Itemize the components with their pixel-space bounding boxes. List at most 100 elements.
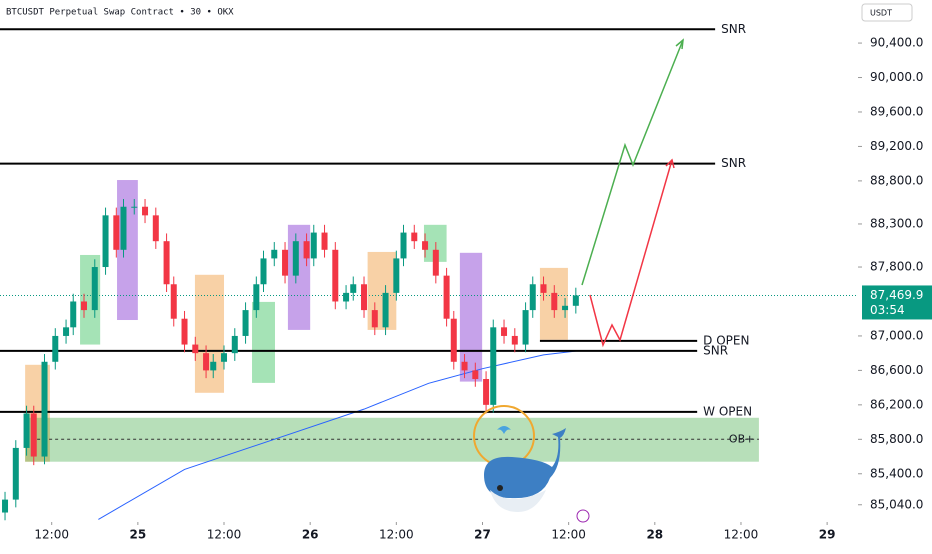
candle-body	[12, 447, 19, 500]
candle-body	[221, 353, 228, 362]
candle-body	[551, 292, 558, 311]
zone	[194, 274, 225, 393]
symbol-title: BTCUSDT Perpetual Swap Contract • 30 • O…	[6, 8, 234, 18]
candle-body	[203, 353, 210, 371]
y-tick-label: 85,400.0	[870, 466, 923, 480]
candle-body	[120, 206, 127, 250]
candle-body	[41, 361, 48, 457]
candle-body	[450, 318, 457, 362]
candle-body	[411, 232, 418, 242]
candle-body	[540, 284, 547, 293]
candle-body	[163, 241, 170, 285]
x-tick-label: 29	[819, 528, 836, 542]
candle-body	[271, 249, 278, 259]
candle-body	[260, 258, 267, 285]
candle-body	[432, 249, 439, 276]
x-tick-label: 12:00	[724, 528, 759, 542]
whale-icon	[473, 405, 590, 523]
candle-body	[52, 335, 59, 362]
candle-body	[30, 413, 37, 457]
level-label: SNR	[721, 156, 746, 170]
x-tick-label: 12:00	[34, 528, 69, 542]
zone	[459, 252, 483, 382]
candle-body	[81, 301, 88, 311]
candle-body	[70, 301, 77, 328]
level-label: SNR	[721, 22, 746, 36]
candle-body	[102, 215, 109, 268]
candle-body	[142, 206, 149, 216]
last-price-label: 87,469.9	[870, 288, 923, 302]
candle-body	[152, 215, 159, 242]
currency[interactable]: USDT	[870, 9, 892, 18]
candle-body	[350, 284, 357, 293]
candle-body	[192, 344, 199, 354]
y-tick-label: 89,200.0	[870, 139, 923, 153]
candle-body	[501, 327, 508, 336]
candle-body	[382, 292, 389, 328]
projection-up	[581, 39, 684, 286]
level-label: SNR	[703, 343, 728, 357]
y-tick-label: 86,200.0	[870, 397, 923, 411]
candle-body	[400, 232, 407, 259]
candle-body	[91, 267, 98, 311]
y-tick-label: 86,600.0	[870, 363, 923, 377]
candle-body	[23, 413, 30, 448]
level-label: D OPEN	[703, 333, 749, 347]
x-tick-label: 25	[130, 528, 147, 542]
x-tick-label: 26	[302, 528, 319, 542]
level-label: W OPEN	[703, 404, 752, 418]
y-tick-label: 90,400.0	[870, 36, 923, 50]
candle-body	[511, 335, 518, 345]
y-tick-label: 85,040.0	[870, 497, 923, 511]
candle-body	[242, 310, 249, 336]
x-tick-label: 28	[646, 528, 663, 542]
candle-body	[321, 232, 328, 250]
candle-body	[181, 318, 188, 345]
price-axis	[858, 0, 932, 550]
candle-body	[113, 215, 120, 250]
candle-body	[393, 258, 400, 293]
order-block-label: OB+	[729, 432, 754, 445]
candle-body	[443, 275, 450, 319]
candle-body	[361, 284, 368, 311]
candle-body	[529, 284, 536, 311]
x-tick-label: 12:00	[379, 528, 414, 542]
candle-body	[2, 499, 9, 513]
currency-button[interactable]	[861, 3, 913, 22]
x-tick-label: 12:00	[207, 528, 242, 542]
arrow-head	[675, 38, 684, 50]
candle-body	[63, 327, 70, 336]
y-tick-label: 85,800.0	[870, 432, 923, 446]
candle-body	[231, 335, 238, 354]
candle-body	[282, 249, 289, 276]
y-tick-label: 87,800.0	[870, 260, 923, 274]
candle-body	[472, 370, 479, 380]
candle-body	[522, 310, 529, 345]
candle-body	[210, 361, 217, 371]
candle-body	[562, 305, 569, 311]
x-tick-label: 27	[474, 528, 491, 542]
countdown: 03:54	[870, 303, 905, 317]
y-tick-label: 90,000.0	[870, 70, 923, 84]
zone	[252, 301, 275, 383]
candle-body	[371, 310, 378, 328]
candle-body	[310, 232, 317, 259]
candle-body	[343, 292, 350, 302]
candle-body	[131, 206, 138, 208]
candle-body	[422, 241, 429, 250]
y-tick-label: 87,000.0	[870, 328, 923, 342]
candle-body	[490, 327, 497, 405]
last-price-box	[862, 285, 932, 320]
candle-body	[461, 361, 468, 371]
x-tick-label: 12:00	[551, 528, 586, 542]
projection-alt	[589, 159, 673, 348]
zone	[423, 224, 447, 262]
candle-body	[303, 241, 310, 259]
candle-body	[292, 241, 299, 276]
y-tick-label: 88,300.0	[870, 216, 923, 230]
candle-body	[572, 295, 579, 306]
y-tick-label: 89,600.0	[870, 104, 923, 118]
candle-body	[170, 284, 177, 319]
